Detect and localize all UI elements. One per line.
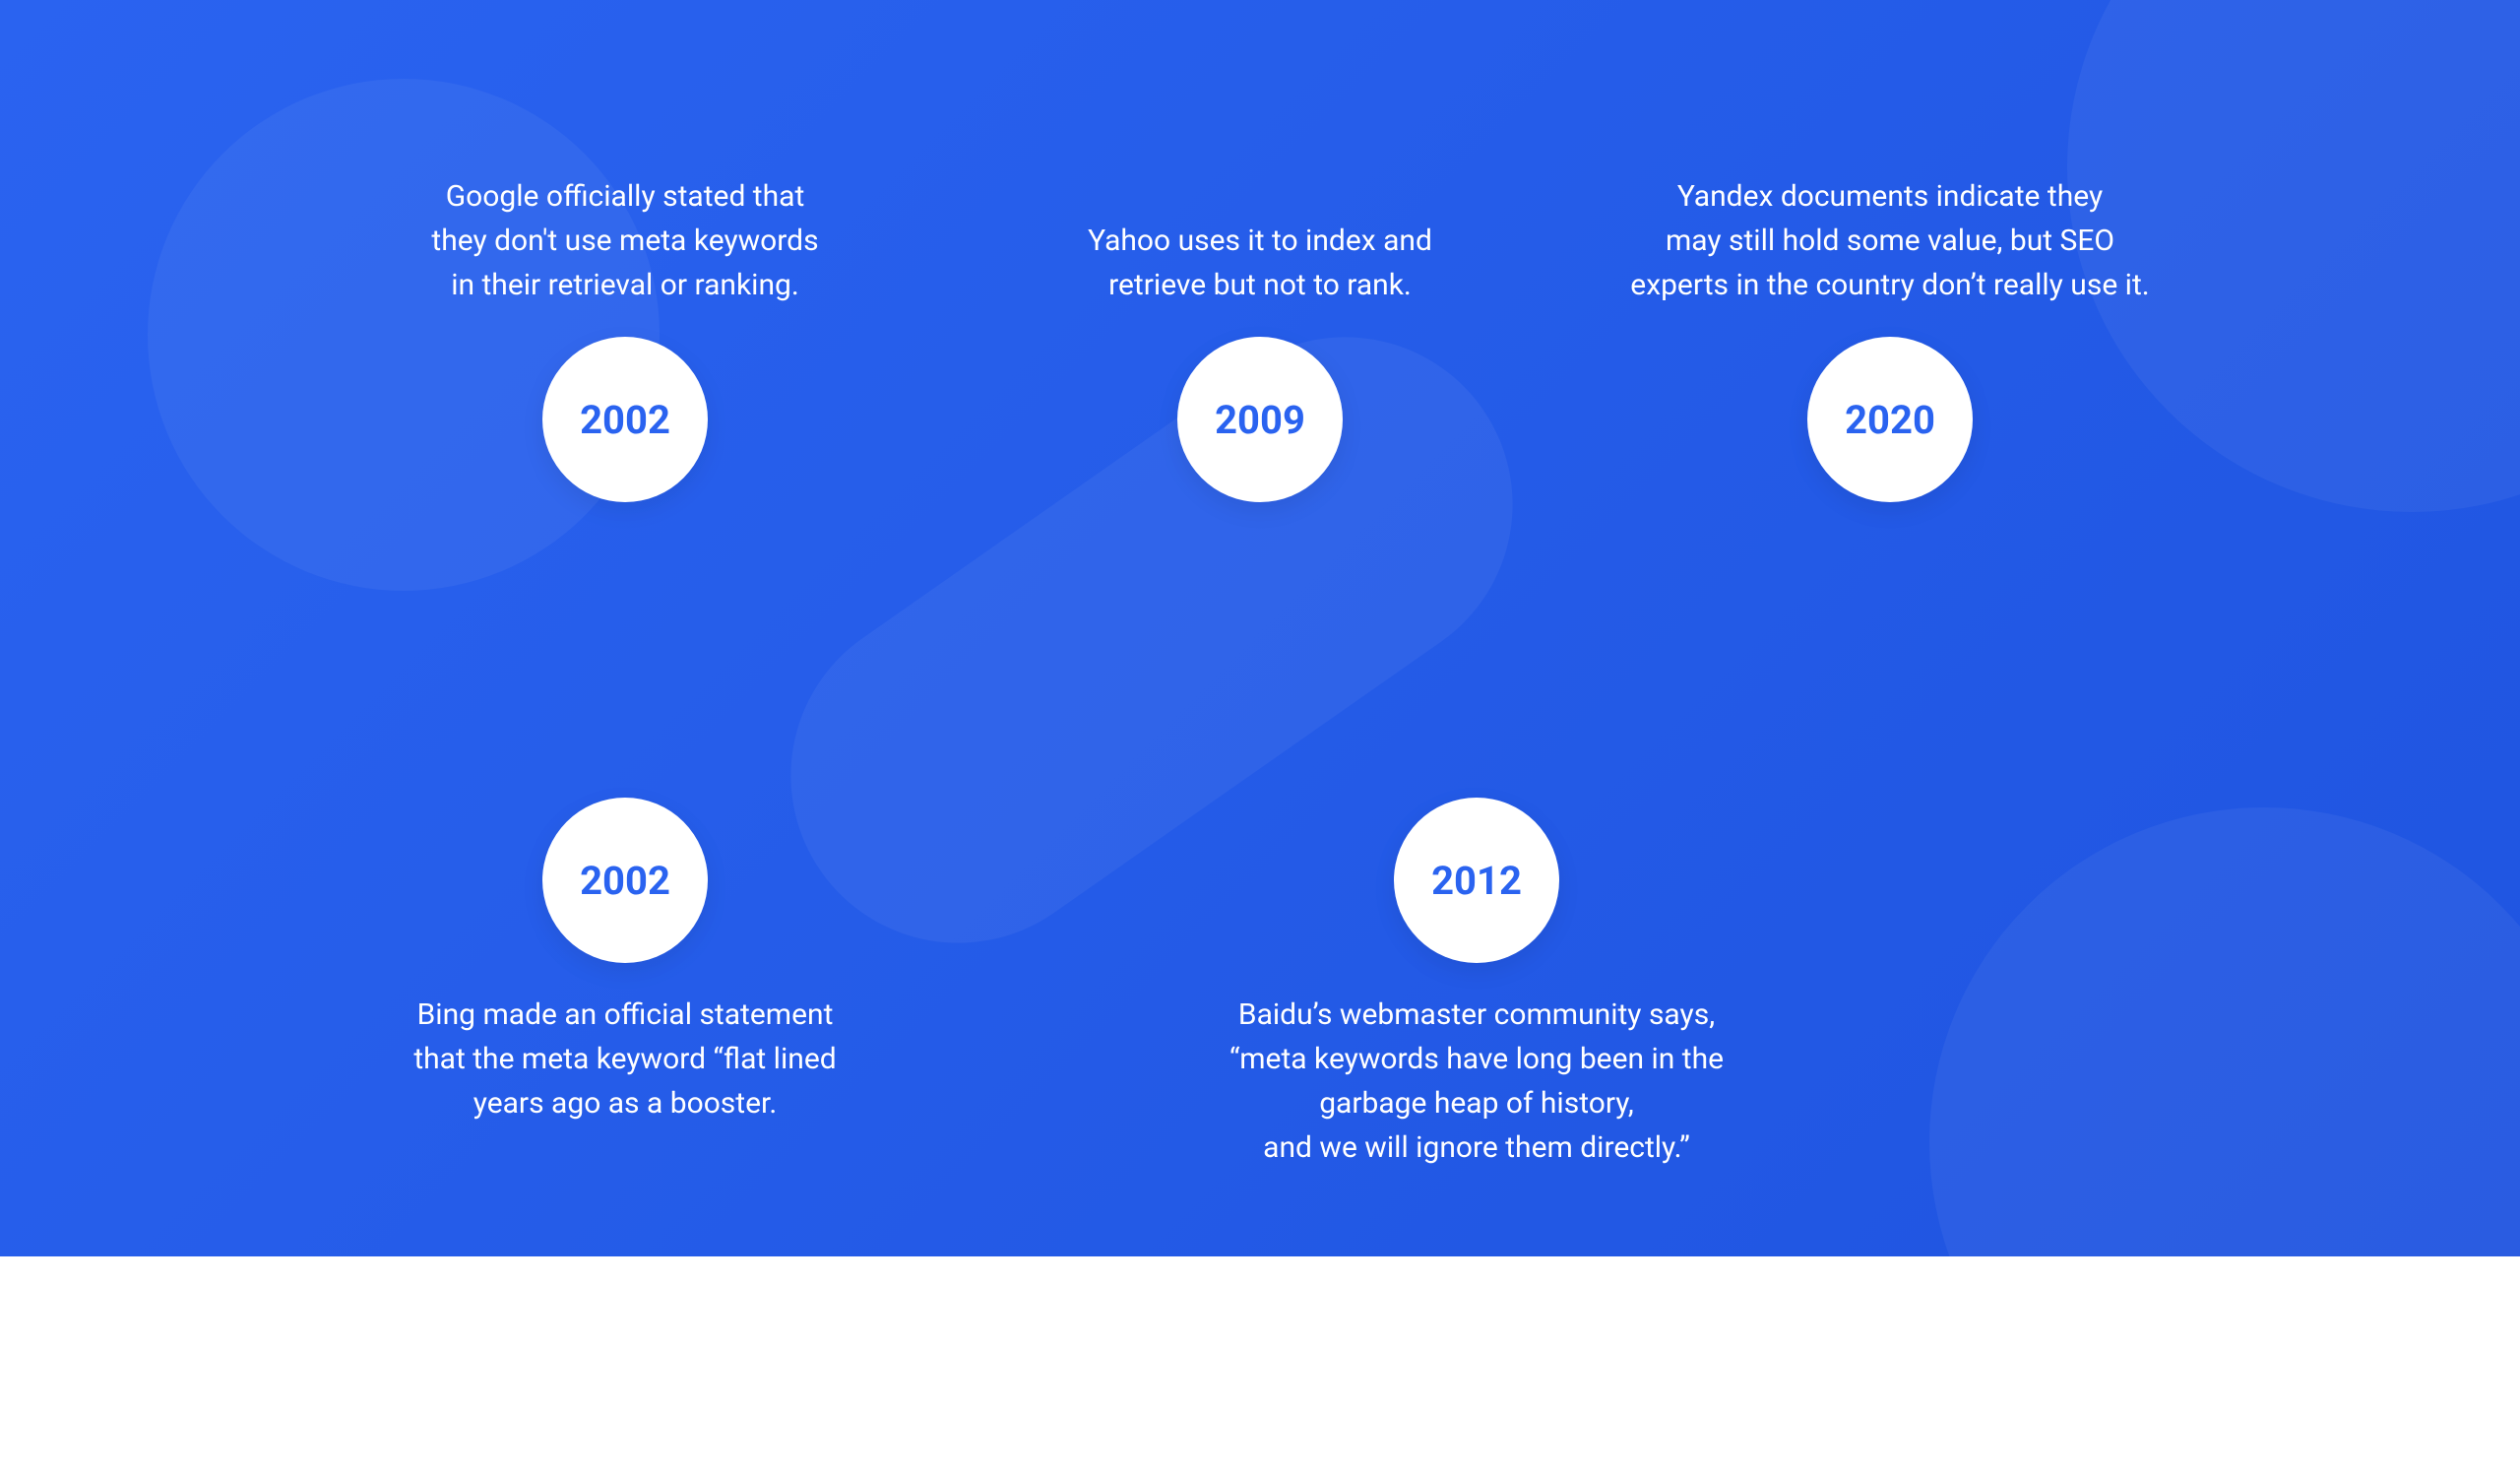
timeline-node-google-2002: 2002 <box>542 337 708 502</box>
timeline-node-yandex-2020: 2020 <box>1807 337 1973 502</box>
timeline-year: 2002 <box>580 858 670 904</box>
timeline-year: 2020 <box>1845 397 1935 443</box>
timeline-year: 2012 <box>1431 858 1522 904</box>
timeline-caption-yahoo-2009: Yahoo uses it to index and retrieve but … <box>955 219 1565 307</box>
timeline-infographic: 2002 Google officially stated that they d… <box>0 0 2520 1256</box>
timeline-year: 2002 <box>580 397 670 443</box>
timeline-caption-yandex-2020: Yandex documents indicate they may still… <box>1585 174 2195 307</box>
timeline-caption-bing-2002: Bing made an official statement that the… <box>320 993 930 1125</box>
timeline-caption-google-2002: Google officially stated that they don't… <box>320 174 930 307</box>
timeline-node-baidu-2012: 2012 <box>1394 798 1559 963</box>
timeline-year: 2009 <box>1215 397 1305 443</box>
timeline-node-bing-2002: 2002 <box>542 798 708 963</box>
timeline-node-yahoo-2009: 2009 <box>1177 337 1343 502</box>
timeline-caption-baidu-2012: Baidu’s webmaster community says, “meta … <box>1171 993 1782 1170</box>
